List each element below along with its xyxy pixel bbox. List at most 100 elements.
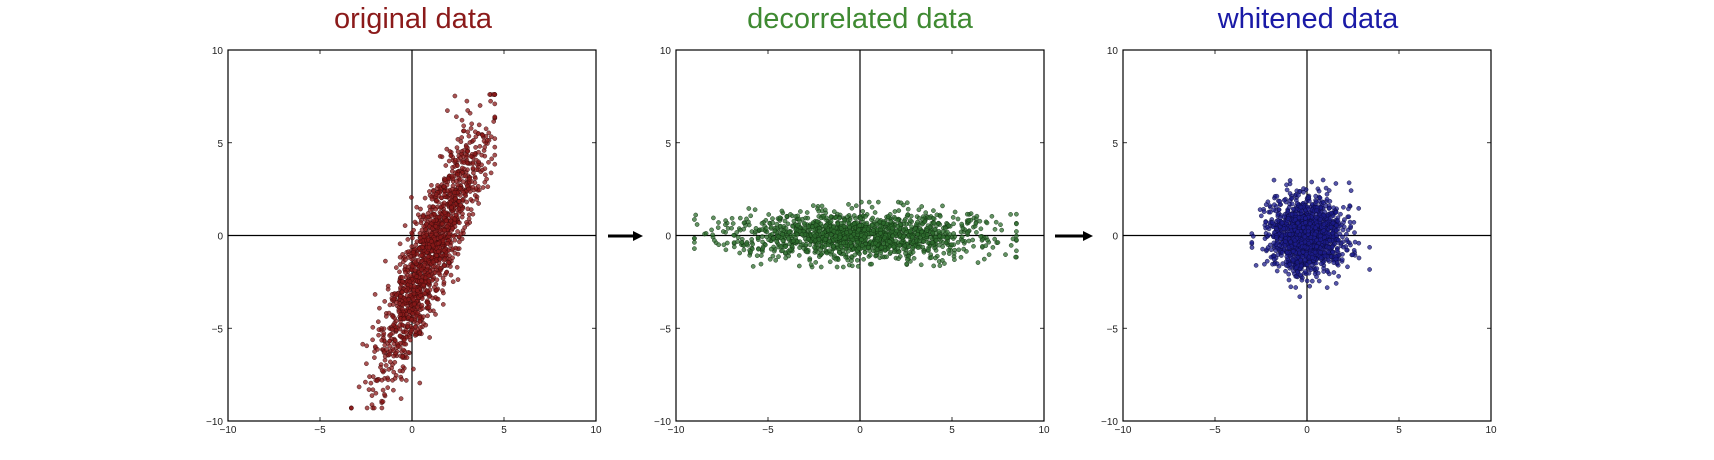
scatter-point xyxy=(1287,191,1293,196)
scatter-point xyxy=(1326,245,1332,250)
chart-title: decorrelated data xyxy=(747,3,974,35)
scatter-point xyxy=(917,226,923,231)
scatter-point xyxy=(841,240,846,246)
scatter-point xyxy=(847,229,853,235)
scatter-point xyxy=(737,215,743,221)
scatter-point xyxy=(370,387,376,393)
scatter-point xyxy=(1293,217,1298,222)
scatter-point xyxy=(488,170,494,176)
scatter-point xyxy=(384,347,389,352)
scatter-point xyxy=(960,238,965,243)
scatter-point xyxy=(426,278,432,284)
y-tick-label: −5 xyxy=(212,324,224,335)
scatter-point xyxy=(1274,193,1280,199)
scatter-point xyxy=(436,270,442,276)
scatter-point xyxy=(492,92,498,97)
scatter-point xyxy=(477,103,483,108)
scatter-point xyxy=(480,185,486,190)
scatter-point xyxy=(363,379,368,385)
scatter-point xyxy=(990,245,996,250)
scatter-point xyxy=(692,217,697,222)
x-tick-label: 0 xyxy=(1304,425,1310,436)
scatter-point xyxy=(380,399,386,405)
scatter-point xyxy=(889,225,895,231)
scatter-point xyxy=(1266,232,1272,238)
scatter-point xyxy=(798,209,803,214)
scatter-point xyxy=(760,239,765,245)
scatter-point xyxy=(895,218,900,223)
scatter-point xyxy=(402,223,408,228)
scatter-point xyxy=(383,258,388,264)
scatter-point xyxy=(1367,267,1372,272)
scatter-point xyxy=(356,384,362,390)
scatter-point xyxy=(1329,210,1334,216)
scatter-point xyxy=(1331,270,1337,275)
scatter-point xyxy=(373,390,379,396)
scatter-point xyxy=(750,241,756,247)
scatter-point xyxy=(1313,214,1319,220)
scatter-point xyxy=(448,153,454,159)
scatter-point xyxy=(1283,239,1288,244)
x-tick-label: 5 xyxy=(501,425,507,436)
scatter-point xyxy=(842,217,848,223)
scatter-point xyxy=(372,292,378,297)
scatter-point xyxy=(993,219,999,225)
scatter-point xyxy=(462,225,468,230)
scatter-point xyxy=(797,245,802,250)
scatter-point xyxy=(1330,249,1336,255)
scatter-point xyxy=(407,279,413,285)
scatter-point xyxy=(414,239,420,244)
scatter-point xyxy=(1293,285,1299,290)
scatter-point xyxy=(1313,193,1319,199)
scatter-point xyxy=(911,255,917,261)
scatter-point xyxy=(807,257,813,263)
scatter-point xyxy=(795,223,800,228)
y-tick-label: −10 xyxy=(206,417,223,428)
scatter-point xyxy=(1273,235,1279,240)
scatter-point xyxy=(476,122,482,128)
scatter-point xyxy=(441,247,447,253)
scatter-point xyxy=(397,254,403,260)
scatter-point xyxy=(1324,285,1330,290)
scatter-point xyxy=(770,216,775,221)
x-tick-label: 0 xyxy=(409,425,415,436)
scatter-point xyxy=(1307,259,1312,265)
scatter-point xyxy=(1341,244,1346,250)
scatter-point xyxy=(934,212,940,218)
scatter-point xyxy=(380,387,386,393)
scatter-point xyxy=(411,283,417,289)
scatter-point xyxy=(473,176,478,181)
scatter-point xyxy=(453,157,458,163)
scatter-point xyxy=(1003,252,1008,257)
scatter-point xyxy=(383,314,389,319)
scatter-point xyxy=(1284,187,1290,193)
scatter-point xyxy=(457,186,463,191)
scatter-point xyxy=(959,221,965,227)
scatter-point xyxy=(926,247,931,252)
scatter-point xyxy=(720,229,726,234)
scatter-point xyxy=(449,204,454,210)
scatter-point xyxy=(1290,206,1296,212)
scatter-point xyxy=(981,256,987,262)
scatter-point xyxy=(397,269,402,275)
x-tick-label: −5 xyxy=(314,425,326,436)
scatter-point xyxy=(1291,224,1297,229)
scatter-point xyxy=(486,159,491,165)
scatter-point xyxy=(360,341,366,347)
scatter-point xyxy=(788,212,793,217)
scatter-point xyxy=(758,253,764,258)
scatter-point xyxy=(710,232,716,238)
scatter-point xyxy=(394,292,399,298)
scatter-point xyxy=(1314,244,1319,249)
scatter-point xyxy=(774,221,780,227)
scatter-point xyxy=(841,224,847,229)
scatter-point xyxy=(1274,261,1280,267)
scatter-point xyxy=(403,270,408,275)
scatter-point xyxy=(414,204,420,210)
scatter-point xyxy=(837,215,842,221)
scatter-point xyxy=(479,152,485,158)
scatter-point xyxy=(729,215,735,221)
scatter-point xyxy=(348,405,354,411)
scatter-point xyxy=(375,347,380,352)
